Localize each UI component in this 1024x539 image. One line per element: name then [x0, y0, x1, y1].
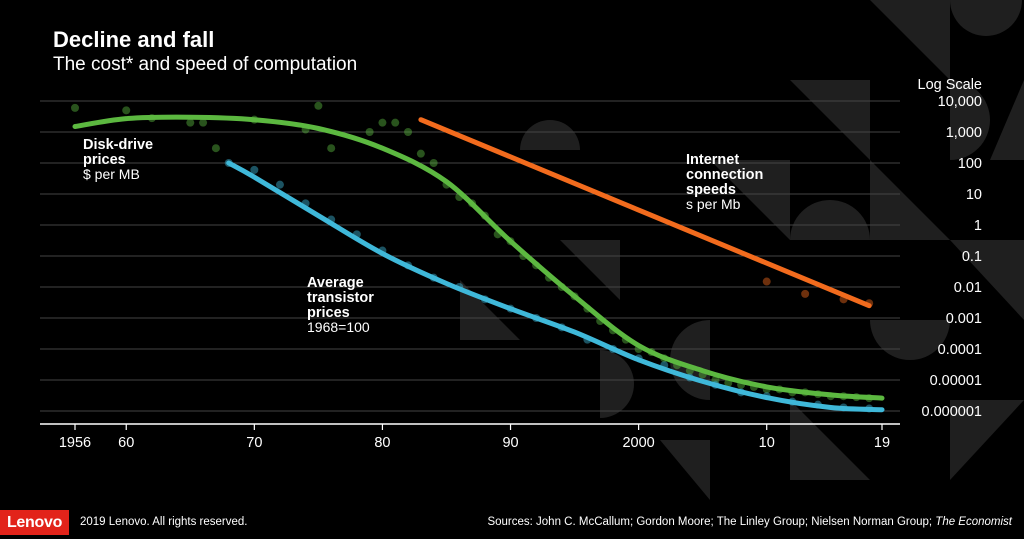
transistor-data-point	[250, 165, 259, 174]
pattern-shape	[950, 400, 1024, 480]
x-tick-label: 70	[246, 435, 262, 451]
sources-list: Sources: John C. McCallum; Gordon Moore;…	[487, 516, 936, 528]
chart-title: Decline and fall	[53, 27, 215, 52]
sources-publication: The Economist	[935, 516, 1012, 528]
disk-data-point	[186, 118, 195, 127]
internet-label: speeds	[686, 182, 736, 198]
y-tick-label: 0.01	[954, 280, 982, 296]
transistor-trend-line	[226, 160, 885, 413]
transistor-data-point	[275, 180, 284, 189]
pattern-shape	[950, 240, 1024, 320]
internet-trend-line	[418, 117, 872, 309]
pattern-shape	[870, 320, 950, 360]
transistor-label: prices	[307, 305, 350, 321]
disk-data-point	[71, 103, 79, 112]
y-tick-label: 0.1	[962, 249, 982, 265]
x-tick-label: 60	[118, 435, 134, 451]
disk-unit-label: $ per MB	[83, 166, 140, 182]
transistor-label: transistor	[307, 290, 374, 306]
y-tick-label: 1,000	[946, 125, 982, 141]
disk-data-point	[199, 118, 208, 127]
internet-data-point	[801, 289, 810, 298]
chart-subtitle: The cost* and speed of computation	[53, 54, 358, 75]
internet-label: Internet	[686, 152, 739, 168]
axes: 10,000 1,000 100 10 1 0.1 0.01 0.001 0.0001 0.000…	[40, 77, 982, 451]
internet-data-point	[762, 277, 771, 286]
y-tick-label: 0.0001	[938, 342, 982, 358]
x-tick-label: 90	[502, 435, 518, 451]
disk-label: Disk-drive	[83, 137, 153, 153]
disk-data-point	[404, 128, 413, 136]
gridlines	[40, 100, 900, 412]
pattern-shape	[790, 200, 870, 240]
disk-data-point	[314, 101, 323, 110]
pattern-shape	[790, 80, 870, 160]
y-tick-label: 0.00001	[930, 373, 982, 389]
x-tick-label: 2000	[622, 435, 654, 451]
sources-text: Sources: John C. McCallum; Gordon Moore;…	[487, 516, 1012, 528]
disk-data-point	[327, 144, 336, 153]
disk-data-point	[122, 106, 131, 115]
pattern-shape	[870, 0, 950, 80]
y-tick-label: 0.001	[946, 311, 982, 327]
lenovo-logo[interactable]: Lenovo	[0, 510, 69, 535]
internet-unit-label: s per Mb	[686, 196, 741, 212]
trend-lines	[72, 114, 885, 413]
x-tick-label: 80	[374, 435, 390, 451]
pattern-shape	[660, 440, 710, 500]
pattern-shape	[560, 240, 620, 300]
pattern-shape	[990, 80, 1024, 160]
disk-data-point	[211, 144, 220, 153]
copyright-text: 2019 Lenovo. All rights reserved.	[80, 516, 248, 528]
pattern-shape	[950, 80, 990, 160]
transistor-label: Average	[307, 275, 364, 291]
scale-label: Log Scale	[918, 77, 983, 93]
internet-label: connection	[686, 167, 763, 183]
transistor-unit-label: 1968=100	[307, 319, 370, 335]
disk-trend-line	[72, 114, 885, 401]
x-tick-label: 19	[874, 435, 890, 451]
x-tick-label: 10	[759, 435, 775, 451]
disk-label: prices	[83, 152, 126, 168]
pattern-shape	[870, 160, 950, 240]
background-pattern	[460, 0, 1024, 500]
disk-data-point	[378, 118, 387, 127]
disk-data-point	[416, 149, 425, 158]
pattern-shape	[600, 350, 634, 418]
disk-data-point	[391, 118, 400, 127]
pattern-shape	[520, 120, 580, 150]
y-tick-label: 10	[966, 187, 982, 203]
pattern-shape	[790, 400, 870, 480]
y-tick-label: 1	[974, 218, 982, 234]
y-tick-label: 10,000	[938, 94, 982, 110]
disk-data-point	[365, 128, 374, 136]
pattern-shape	[950, 0, 1022, 36]
disk-data-point	[429, 159, 438, 167]
x-tick-label: 1956	[59, 435, 91, 451]
y-tick-label: 100	[958, 156, 982, 172]
pattern-shape	[710, 160, 790, 240]
y-tick-label: 0.000001	[922, 404, 982, 420]
